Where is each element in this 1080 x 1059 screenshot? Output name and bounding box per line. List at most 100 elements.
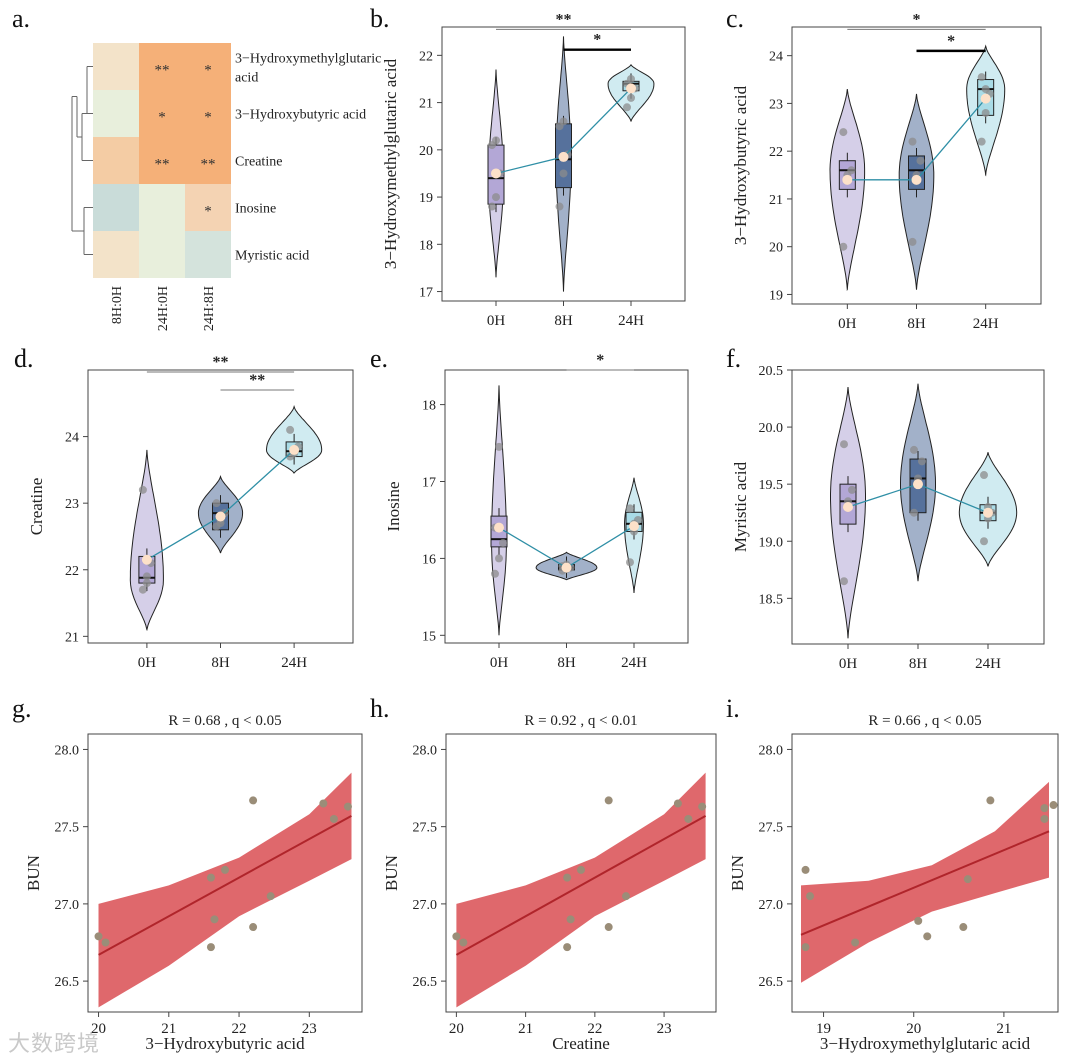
y-tick-label: 21 [65,630,79,645]
mean-marker [980,93,991,104]
data-point [914,916,923,925]
data-point [839,242,848,251]
y-tick-label: 20.0 [759,421,784,436]
mean-marker [558,151,569,162]
panel-label-i: i. [726,694,740,723]
data-point [910,508,918,517]
data-point [977,137,986,146]
chart-title: R = 0.66 , q < 0.05 [868,713,981,729]
data-point [627,74,635,83]
heatmap-row-label: 3−Hydroxybutyric acid [235,108,366,123]
data-point [495,442,503,451]
y-tick-label: 23 [769,97,783,112]
significance-label: * [913,11,921,28]
data-point [329,814,338,823]
data-point [801,943,810,952]
x-tick-label: 0H [487,313,506,329]
y-tick-label: 28.0 [413,743,438,758]
heatmap-cell [185,43,231,90]
data-point [980,537,988,546]
y-tick-label: 26.5 [55,975,80,990]
y-tick-label: 18.5 [759,592,784,607]
mean-marker [842,174,853,185]
y-axis-label: BUN [728,855,747,891]
data-point [698,802,707,811]
regression-line [800,830,1050,936]
x-tick-label: 24H [621,655,647,671]
x-axis-label: 3−Hydroxymethylglutaric acid [820,1034,1031,1053]
y-tick-label: 21 [419,97,433,112]
data-point [566,915,575,924]
data-point [559,117,568,126]
heatmap-row-label: acid [235,71,258,86]
x-tick-label: 8H [907,316,926,332]
data-point [319,799,328,808]
heatmap-column-label: 8H:0H [110,286,125,324]
data-point [908,137,917,146]
heatmap-row-label: Creatine [235,155,282,170]
x-tick-label: 21 [161,1021,176,1037]
data-point [840,577,848,586]
x-tick-label: 0H [839,656,858,672]
heatmap-cell [139,43,185,90]
mean-marker [494,522,504,533]
heatmap-cell [185,137,231,184]
data-point [221,865,229,874]
data-point [212,499,221,508]
y-tick-label: 19.0 [759,535,784,550]
y-tick-label: 19.5 [759,478,784,493]
y-tick-label: 19 [769,288,783,303]
y-axis-label: BUN [24,855,43,891]
chart-title: R = 0.68 , q < 0.05 [168,713,281,729]
heatmap-row-label: 3−Hydroxymethylglutaric [235,52,381,67]
data-point [851,938,860,947]
confidence-band [456,772,706,1008]
data-point [840,440,848,449]
data-point [918,457,926,466]
x-tick-label: 8H [557,655,576,671]
y-tick-label: 24 [65,431,79,446]
regression-line [455,814,707,956]
scatter-chart-i: 26.5 27.0 27.5 28.0 19 20 21 R = 0.66 , q < 0.0… [728,713,1059,1053]
data-point [563,873,572,882]
y-tick-label: 28.0 [55,743,80,758]
x-tick-label: 8H [211,655,230,671]
y-axis-label: Inosine [384,481,403,531]
significance-label: ** [249,372,265,389]
data-point [559,169,568,178]
heatmap-row-label: Myristic acid [235,249,309,264]
data-point [555,202,564,211]
panel-label-d: d. [14,344,34,373]
heatmap-cell [139,231,185,278]
plot-frame [444,369,689,644]
plot-frame [445,733,717,1013]
mean-marker [141,554,152,565]
x-tick-label: 22 [232,1021,247,1037]
data-point [684,814,693,823]
violin-shape [129,449,164,631]
data-point [563,943,572,952]
data-point [604,923,613,932]
data-point [1049,801,1058,810]
watermark: 大数跨境 [8,1032,101,1057]
y-tick-label: 22 [769,145,783,160]
violin-chart-c: 19 20 21 22 23 24 0H 8H 24H 3−Hydroxybutyric acid… [731,11,1042,332]
data-point [142,572,151,581]
data-point [981,108,990,117]
heatmap-significance-label: ** [155,63,170,79]
y-tick-label: 17 [419,286,433,301]
data-point [495,554,503,563]
mean-marker [843,502,853,512]
data-point [916,156,925,165]
heatmap-row-label: Inosine [235,202,276,217]
y-tick-label: 28.0 [759,743,784,758]
x-tick-label: 24H [618,313,644,329]
data-point [847,166,856,175]
y-tick-label: 17 [422,476,436,491]
data-point [848,485,856,494]
y-tick-label: 20.5 [759,364,784,379]
scatter-chart-h: 26.5 27.0 27.5 28.0 20 21 22 23 R = 0.92 , q < 0… [382,713,717,1053]
confidence-band [98,772,352,1008]
heatmap-cell [185,231,231,278]
x-tick-label: 20 [906,1021,921,1037]
